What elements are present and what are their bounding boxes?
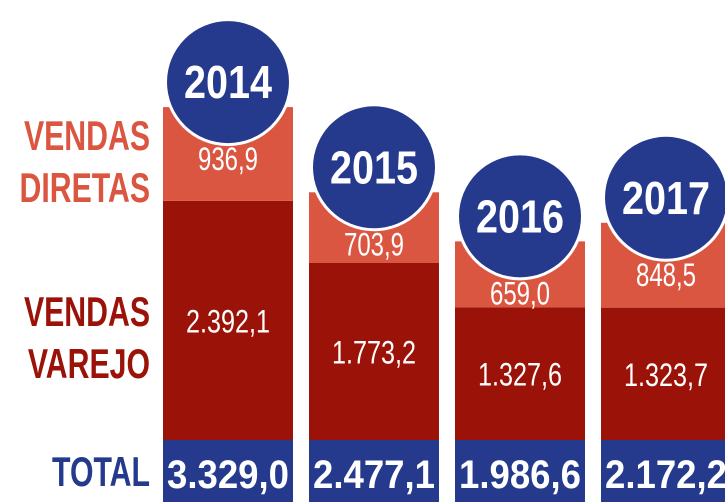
bar-segment	[163, 200, 293, 440]
total-label: TOTAL	[52, 448, 151, 495]
bar-segment	[455, 307, 585, 440]
bar-segment	[601, 307, 725, 440]
year-badge	[605, 136, 725, 259]
total-band	[163, 440, 293, 502]
x-tick-label: 2015	[330, 141, 418, 193]
year-badge	[313, 106, 435, 229]
total-value: 2.477,1	[313, 453, 435, 497]
year-badge	[459, 155, 581, 278]
total-band	[455, 440, 585, 502]
x-tick-label: 2016	[476, 190, 564, 242]
value-label: 1.323,7	[624, 357, 708, 393]
value-label: 659,0	[490, 275, 550, 311]
value-label: 848,5	[636, 257, 696, 293]
bar-segment	[309, 262, 439, 440]
x-tick-label: 2017	[622, 172, 710, 224]
value-label: 936,9	[198, 141, 258, 177]
total-value: 3.329,0	[167, 453, 289, 497]
value-label: 2.392,1	[186, 303, 270, 339]
value-label: 1.327,6	[478, 357, 562, 393]
year-badge	[167, 21, 289, 144]
legend-entry: VENDAS DIRETAS	[19, 112, 151, 211]
total-band	[309, 440, 439, 502]
total-value: 1.986,6	[459, 453, 581, 497]
x-tick-label: 2014	[184, 56, 272, 108]
value-label: 1.773,2	[332, 334, 416, 370]
total-value: 2.172,2	[605, 453, 725, 497]
total-band	[601, 440, 725, 502]
legend-entry: VENDAS VAREJO	[23, 288, 151, 387]
value-label: 703,9	[344, 226, 404, 262]
